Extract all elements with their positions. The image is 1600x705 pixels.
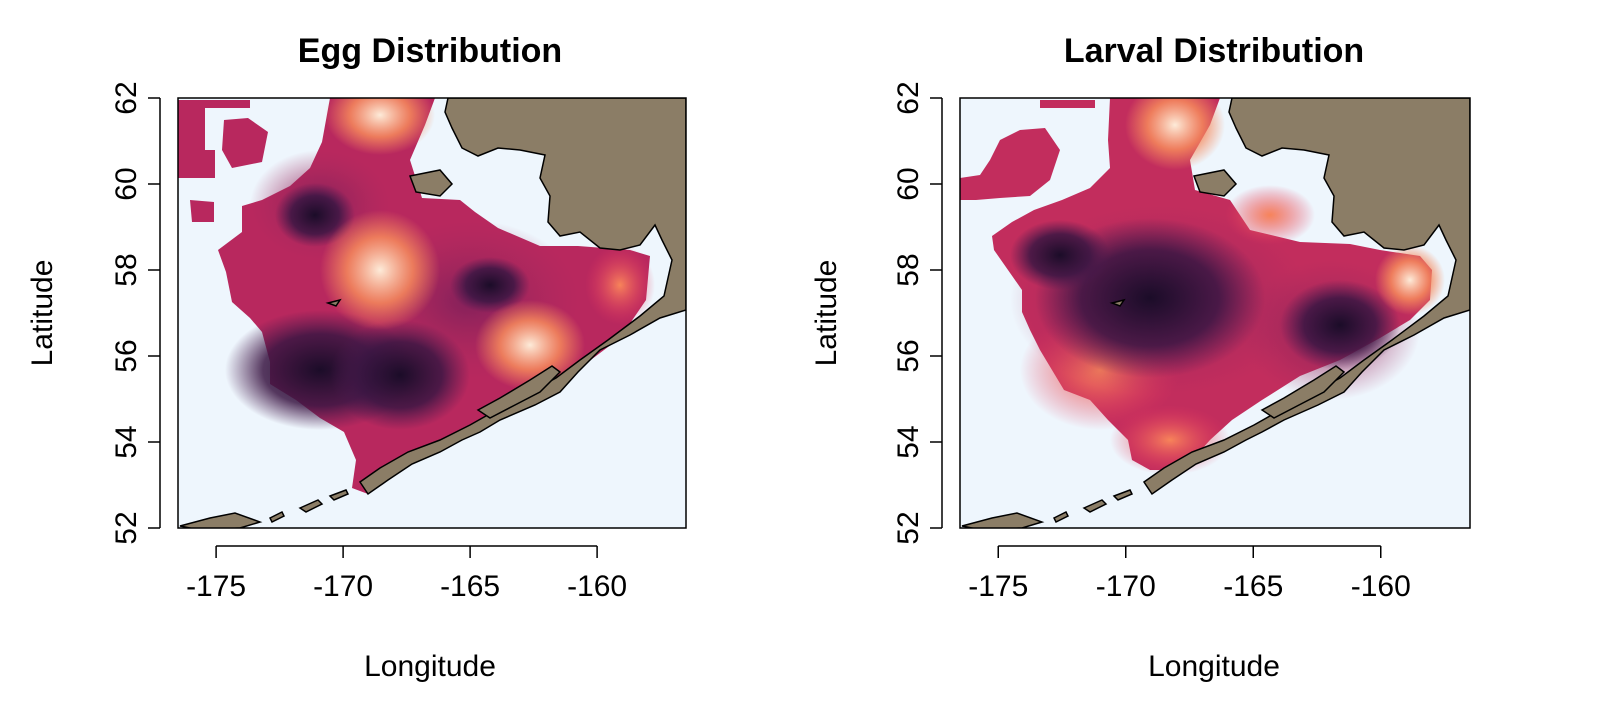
egg-x-tick-label: -170: [313, 570, 373, 603]
larval-x-tick-label: -160: [1351, 570, 1411, 603]
egg-hotspot-1: [320, 210, 440, 330]
larval-plot-frame: [959, 97, 1471, 529]
larval-x-axis-label: Longitude: [1148, 650, 1280, 683]
larval-y-tick-label: 58: [892, 253, 925, 286]
larval-y-tick-label: 62: [892, 81, 925, 114]
larval-y-tick-label: 52: [892, 511, 925, 544]
egg-hotspot-2: [325, 98, 435, 155]
egg-y-tick-label: 62: [110, 81, 143, 114]
larval-x-tick-label: -165: [1223, 570, 1283, 603]
egg-alaska-mainland: [358, 98, 686, 496]
larval-axes: -175 -170 -165 -160 52 54 56 58 60 62: [892, 81, 1411, 603]
egg-plot-frame: [177, 97, 687, 529]
larval-x-tick-label: -170: [1096, 570, 1156, 603]
egg-y-tick-label: 58: [110, 253, 143, 286]
larval-nunivak-island: [1192, 169, 1238, 197]
larval-y-tick-label: 56: [892, 339, 925, 372]
egg-x-tick-label: -165: [440, 570, 500, 603]
egg-density-field: [178, 98, 655, 494]
larval-map-title: Larval Distribution: [1064, 32, 1364, 70]
larval-aleutian-2: [1082, 499, 1108, 513]
egg-alaska-peninsula: [476, 365, 562, 419]
egg-nunivak-island: [408, 169, 454, 197]
egg-land: [179, 98, 686, 528]
egg-y-tick-label: 56: [110, 339, 143, 372]
egg-aleutian-3: [328, 489, 350, 501]
egg-aleutian-4: [268, 510, 286, 524]
larval-hotspot-2: [1225, 185, 1315, 245]
egg-aleutian-1: [179, 512, 263, 528]
larval-y-tick-label: 60: [892, 167, 925, 200]
egg-map-panel: Egg Distribution: [26, 32, 687, 683]
larval-aleutian-1: [961, 512, 1045, 528]
egg-x-tick-label: -160: [567, 570, 627, 603]
larval-core-dark-3: [1010, 220, 1110, 290]
egg-y-tick-label: 54: [110, 425, 143, 458]
larval-y-tick-label: 54: [892, 425, 925, 458]
egg-hotspot-4: [585, 245, 655, 325]
egg-pribilof-island: [325, 298, 342, 307]
egg-aleutian-2: [298, 499, 324, 513]
egg-map-title: Egg Distribution: [298, 32, 562, 70]
larval-pribilof-island: [1109, 298, 1126, 307]
larval-alaska-peninsula: [1260, 365, 1346, 419]
larval-aleutian-3: [1112, 489, 1134, 501]
egg-x-tick-label: -175: [186, 570, 246, 603]
larval-hotspot-1: [1125, 98, 1225, 170]
larval-density-field: [960, 98, 1445, 475]
egg-y-axis-label: Latitude: [26, 260, 59, 367]
larval-y-axis-label: Latitude: [810, 260, 843, 367]
larval-x-tick-label: -175: [968, 570, 1028, 603]
egg-core-dark-2: [330, 320, 470, 430]
larval-map-area: [960, 98, 1470, 528]
egg-map-area: [178, 98, 686, 528]
egg-axes: -175 -170 -165 -160 52 54 56 58 60 62: [110, 81, 627, 603]
larval-core-dark-2: [1280, 280, 1400, 370]
larval-alaska-mainland: [1142, 98, 1470, 496]
larval-land: [961, 98, 1470, 528]
larval-hotspot-3: [1375, 245, 1445, 315]
egg-y-tick-label: 52: [110, 511, 143, 544]
larval-map-panel: Larval Distribution: [810, 32, 1471, 683]
egg-core-dark-4: [450, 257, 530, 313]
egg-hotspot-3: [475, 300, 585, 390]
larval-aleutian-4: [1052, 510, 1070, 524]
egg-y-tick-label: 60: [110, 167, 143, 200]
egg-x-axis-label: Longitude: [364, 650, 496, 683]
